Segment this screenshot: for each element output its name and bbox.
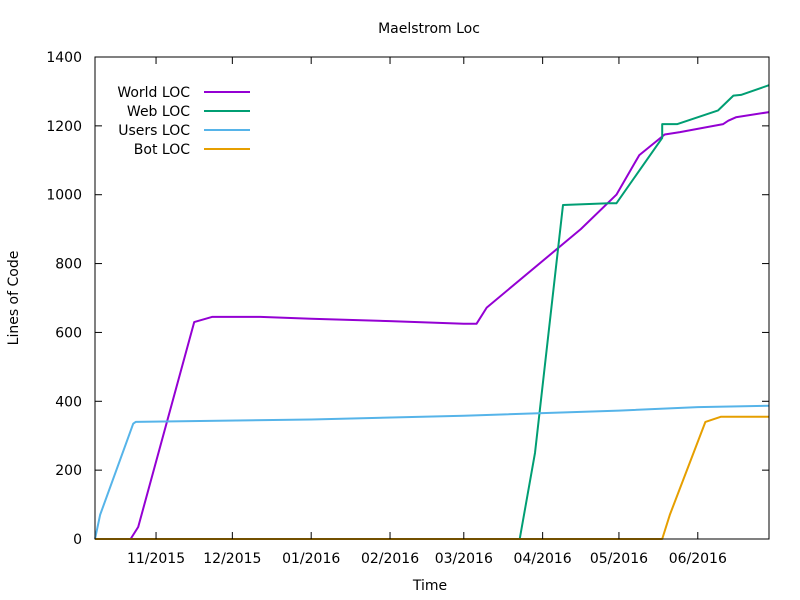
series-line-world-loc: [129, 111, 770, 540]
x-tick-label: 06/2016: [669, 551, 727, 567]
y-axis: 0 200 400 600 800 1000 1200 1400: [46, 50, 769, 548]
y-tick-label: 1200: [46, 119, 82, 135]
x-tick-label: 03/2016: [435, 551, 493, 567]
series-line-web-loc: [518, 84, 770, 540]
y-axis-title: Lines of Code: [6, 251, 22, 346]
legend-label: Web LOC: [127, 104, 190, 120]
x-tick-label: 04/2016: [514, 551, 572, 567]
y-tick-label: 1000: [46, 188, 82, 204]
legend: World LOC Web LOC Users LOC Bot LOC: [117, 85, 250, 158]
x-tick-label: 02/2016: [361, 551, 419, 567]
y-tick-label: 400: [55, 394, 82, 410]
x-axis: 11/2015 12/2015 01/2016 02/2016 03/2016 04/20…: [127, 57, 727, 567]
y-tick-label: 0: [73, 532, 82, 548]
y-tick-label: 200: [55, 463, 82, 479]
x-axis-title: Time: [412, 578, 447, 594]
y-tick-label: 600: [55, 325, 82, 341]
x-tick-label: 12/2015: [203, 551, 261, 567]
chart-title: Maelstrom Loc: [378, 21, 480, 37]
series-layer: [94, 84, 770, 540]
x-tick-label: 11/2015: [127, 551, 185, 567]
series-line-bot-loc: [95, 415, 769, 540]
y-tick-label: 1400: [46, 50, 82, 66]
legend-label: Users LOC: [118, 123, 190, 139]
x-tick-label: 01/2016: [282, 551, 340, 567]
plot-frame: [94, 56, 770, 540]
series-line-users-loc: [94, 404, 770, 540]
y-tick-label: 800: [55, 257, 82, 273]
legend-label: World LOC: [117, 85, 190, 101]
x-tick-label: 05/2016: [590, 551, 648, 567]
legend-label: Bot LOC: [134, 142, 190, 158]
